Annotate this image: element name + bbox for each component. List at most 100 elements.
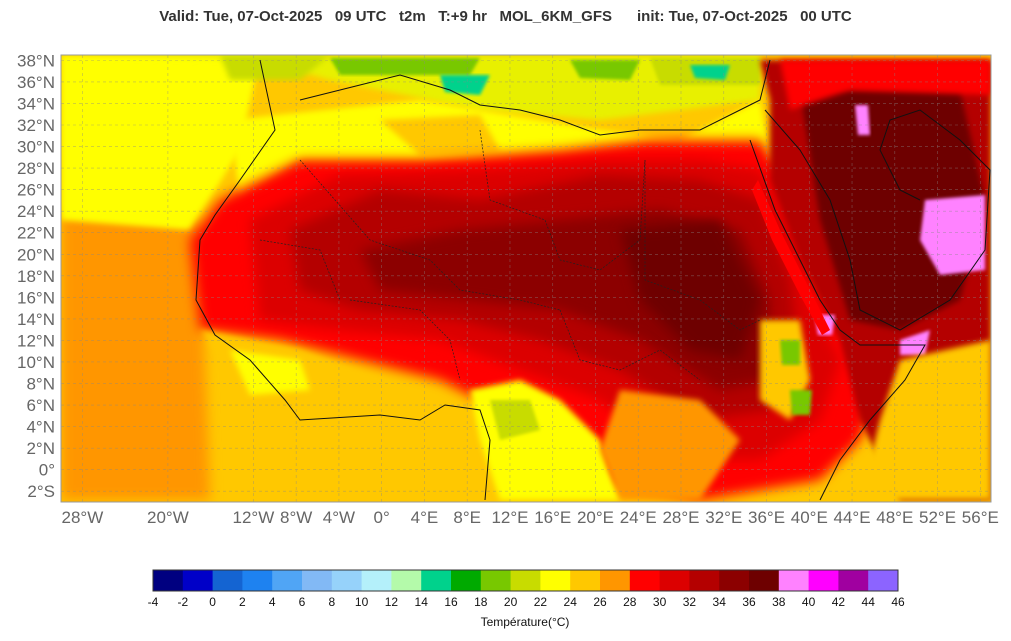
lon-tick-label: 12°W [233,508,275,527]
lat-tick-label: 4°N [26,418,55,437]
lat-tick-label: 22°N [17,224,55,243]
lat-tick-label: 6°N [26,396,55,415]
colorbar-swatch [391,570,422,591]
colorbar-frame [152,569,899,592]
colorbar-swatch [272,570,303,591]
colorbar-swatch [719,570,750,591]
colorbar-swatch [659,570,690,591]
colorbar-swatch [421,570,452,591]
colorbar-tick-label: 44 [862,595,876,609]
lon-tick-label: 28°W [61,508,103,527]
lat-tick-label: 18°N [17,267,55,286]
colorbar-tick-label: 22 [534,595,548,609]
colorbar-swatch [331,570,363,591]
colorbar-tick-label: 10 [355,595,369,609]
colorbar-tick-label: 14 [415,595,429,609]
colorbar-swatch [778,570,810,591]
colorbar-swatch [808,570,839,591]
lat-tick-label: 20°N [17,245,55,264]
colorbar-tick-label: 12 [385,595,399,609]
colorbar-swatch [302,570,333,591]
colorbar-tick-label: 36 [742,595,756,609]
colorbar-swatch [242,570,273,591]
colorbar-swatch [868,570,899,591]
map-frame [60,54,992,503]
colorbar-tick-label: 16 [444,595,458,609]
colorbar-swatch [838,570,869,591]
lat-tick-label: 16°N [17,288,55,307]
lat-tick-label: 34°N [17,94,55,113]
colorbar-tick-label: 8 [328,595,335,609]
colorbar-tick-label: 32 [683,595,697,609]
lon-tick-label: 8°E [453,508,481,527]
map-fields [61,55,991,502]
colorbar-tick-label: 24 [564,595,578,609]
colorbar-tick-label: 46 [891,595,905,609]
lon-tick-label: 12°E [491,508,528,527]
colorbar-swatch [540,570,571,591]
colorbar-swatch [600,570,631,591]
coastlines [195,59,991,501]
colorbar-tick-label: 4 [269,595,276,609]
lon-tick-label: 4°E [411,508,439,527]
chart-title: Valid: Tue, 07-Oct-2025 09 UTC t2m T:+9 … [159,8,852,25]
colorbar-tick-label: 18 [474,595,488,609]
lat-tick-label: 38°N [17,51,55,70]
colorbar-swatch [510,570,541,591]
colorbar-tick-label: 6 [299,595,306,609]
colorbar-tick-label: 38 [772,595,786,609]
longitude-axis: 28°W 20°W 12°W 8°W 4°W 0° 4°E 8°E 12°E 16°E 20°E 24… [61,508,998,527]
lat-tick-label: 26°N [17,181,55,200]
lat-tick-label: 8°N [26,375,55,394]
lon-tick-label: 20°E [577,508,614,527]
lat-tick-label: 30°N [17,138,55,157]
latitude-axis: 38°N 36°N 34°N 32°N 30°N 28°N 26°N 24°N 22°N 20°N… [17,51,55,501]
country-borders [259,129,761,381]
lat-tick-label: 12°N [17,331,55,350]
lat-tick-label: 14°N [17,310,55,329]
colorbar-swatch [361,570,392,591]
map-grid [61,55,991,502]
lon-tick-label: 16°E [534,508,571,527]
colorbar-tick-label: 28 [623,595,637,609]
colorbar-tick-label: -4 [148,595,159,609]
lat-tick-label: 2°N [26,439,55,458]
colorbar-tick-label: 0 [209,595,216,609]
colorbar-tick-label: 42 [832,595,846,609]
colorbar-swatch [749,570,780,591]
colorbar-swatch [629,570,661,591]
colorbar-tick-label: 40 [802,595,816,609]
colorbar-tick-label: 30 [653,595,667,609]
colorbar-swatch [451,570,482,591]
colorbar-swatch [480,570,512,591]
colorbar-tick-label: 2 [239,595,246,609]
lon-tick-label: 48°E [876,508,913,527]
lon-tick-label: 28°E [662,508,699,527]
lat-tick-label: 32°N [17,116,55,135]
lon-tick-label: 44°E [834,508,871,527]
lon-tick-label: 52°E [919,508,956,527]
colorbar-swatch [212,570,243,591]
lat-tick-label: 28°N [17,159,55,178]
colorbar-swatch [570,570,601,591]
lon-tick-label: 36°E [748,508,785,527]
colorbar-swatch [689,570,720,591]
colorbar-tick-label: 20 [504,595,518,609]
colorbar-tick-label: -2 [177,595,188,609]
colorbar: -4 -2 0 2 4 6 8 10 12 14 16 18 20 22 24 26 28 30 32 34 36 38 4… [148,569,905,609]
lon-tick-label: 32°E [705,508,742,527]
lat-tick-label: 36°N [17,73,55,92]
lon-tick-label: 4°W [323,508,355,527]
lon-tick-label: 24°E [620,508,657,527]
colorbar-tick-label: 26 [593,595,607,609]
colorbar-tick-label: 34 [713,595,727,609]
lat-tick-label: 0° [39,461,55,480]
colorbar-swatch [153,570,184,591]
lon-tick-label: 20°W [147,508,189,527]
lat-tick-label: 2°S [27,482,55,501]
lat-tick-label: 10°N [17,353,55,372]
lon-tick-label: 8°W [280,508,312,527]
lon-tick-label: 40°E [791,508,828,527]
colorbar-swatch [182,570,214,591]
